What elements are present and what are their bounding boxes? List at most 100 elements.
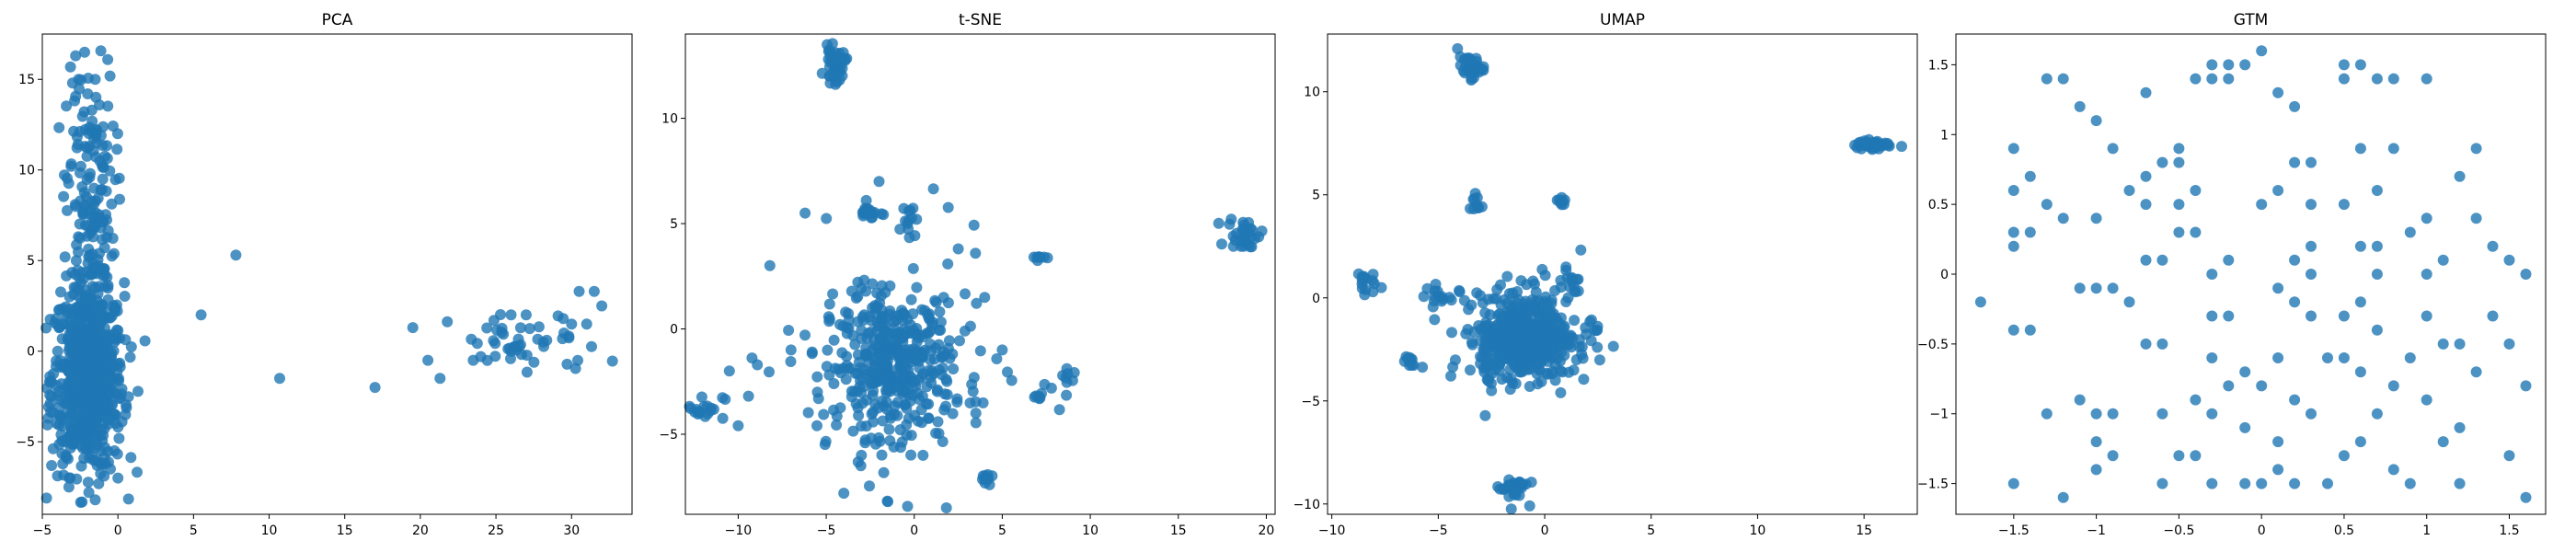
tsne-point	[845, 385, 857, 397]
tsne-point	[917, 449, 929, 461]
pca-plot-frame	[41, 33, 633, 515]
pca-point	[112, 472, 124, 484]
gtm-point	[2421, 310, 2432, 322]
pca-point	[67, 338, 79, 350]
umap-point	[1508, 355, 1520, 367]
umap-point	[1510, 295, 1521, 307]
pca-point	[61, 363, 73, 375]
pca-point	[558, 313, 569, 325]
pca-point	[98, 281, 110, 293]
gtm-point	[2421, 213, 2432, 224]
tsne-point	[942, 342, 954, 354]
tsne-point	[935, 316, 947, 328]
gtm-point	[2503, 450, 2515, 462]
umap-point	[1490, 293, 1502, 305]
gtm-y-tick-label: 1	[1940, 128, 1949, 143]
tsne-point	[991, 353, 1003, 364]
gtm-x-tick-label: 0.5	[2334, 523, 2354, 538]
pca-point	[77, 208, 89, 220]
gtm-point	[2074, 282, 2086, 294]
umap-x-tick-label: 5	[1647, 523, 1655, 538]
tsne-point	[889, 371, 901, 383]
pca-point	[87, 231, 99, 243]
tsne-point	[905, 430, 917, 442]
gtm-point	[2206, 59, 2218, 71]
umap-point	[1592, 324, 1604, 336]
pca-point	[70, 50, 82, 62]
pca-point	[103, 372, 115, 384]
tsne-point	[970, 247, 982, 259]
gtm-point	[2454, 477, 2466, 489]
pca-point	[58, 190, 70, 202]
tsne-point	[1249, 233, 1260, 245]
umap-point	[1896, 141, 1907, 153]
tsne-x-tick-label: 20	[1259, 523, 1275, 538]
pca-point	[195, 309, 207, 321]
gtm-point	[2090, 408, 2102, 420]
umap-point	[1592, 341, 1604, 353]
tsne-point	[850, 293, 862, 304]
pca-point	[52, 385, 64, 397]
umap-point	[1861, 137, 1873, 149]
gtm-point	[2007, 185, 2019, 196]
pca-point	[125, 341, 137, 352]
umap-point	[1541, 367, 1553, 379]
pca-point	[77, 443, 89, 454]
umap-point	[1569, 315, 1581, 327]
tsne-point	[930, 296, 942, 308]
umap-point	[1558, 194, 1570, 206]
gtm-point	[2454, 338, 2466, 350]
tsne-point	[884, 280, 896, 292]
umap-point	[1446, 327, 1457, 339]
gtm-point	[2520, 491, 2532, 503]
gtm-x-tick-label: −1.5	[1998, 523, 2030, 538]
tsne-point	[977, 397, 989, 408]
pca-point	[91, 263, 103, 275]
pca-point	[520, 309, 532, 321]
tsne-point	[868, 406, 879, 418]
tsne-point	[917, 368, 929, 380]
pca-point	[434, 373, 446, 385]
tsne-point	[698, 400, 710, 412]
tsne-point	[940, 400, 951, 412]
gtm-point	[2206, 477, 2218, 489]
tsne-point	[971, 297, 983, 309]
pca-y-tick-label: 10	[18, 164, 35, 178]
umap-point	[1542, 329, 1554, 341]
pca-point	[95, 458, 107, 469]
umap-point	[1525, 477, 1537, 489]
umap-point	[1454, 284, 1465, 296]
tsne-point	[968, 219, 980, 231]
gtm-point	[2306, 199, 2317, 211]
pca-point	[102, 389, 113, 401]
tsne-point	[880, 312, 892, 324]
pca-point	[95, 45, 107, 57]
gtm-point	[2371, 185, 2383, 196]
gtm-point	[2007, 143, 2019, 155]
pca-point	[86, 400, 98, 412]
gtm-point	[2272, 86, 2284, 98]
gtm-point	[2404, 477, 2416, 489]
tsne-point	[802, 407, 814, 419]
pca-point	[509, 340, 521, 352]
tsne-point	[870, 303, 882, 315]
umap-point	[1404, 360, 1416, 372]
tsne-point	[883, 423, 895, 435]
gtm-x-tick-label: 0	[2258, 523, 2266, 538]
tsne-point	[860, 420, 872, 432]
pca-point	[102, 100, 114, 112]
gtm-point	[2520, 269, 2532, 280]
gtm-point	[2289, 100, 2301, 112]
pca-y-tick-label: −5	[16, 435, 35, 450]
pca-point	[71, 239, 83, 251]
tsne-point	[1033, 251, 1045, 263]
tsne-point	[925, 354, 937, 366]
umap-y-tick-label: −10	[1293, 498, 1320, 512]
tsne-point	[877, 415, 889, 427]
umap-point	[1521, 279, 1533, 291]
umap-point	[1475, 335, 1487, 347]
gtm-point	[2437, 338, 2449, 350]
gtm-title: GTM	[2234, 11, 2269, 29]
gtm-point	[2371, 269, 2383, 280]
umap-point	[1471, 191, 1483, 203]
